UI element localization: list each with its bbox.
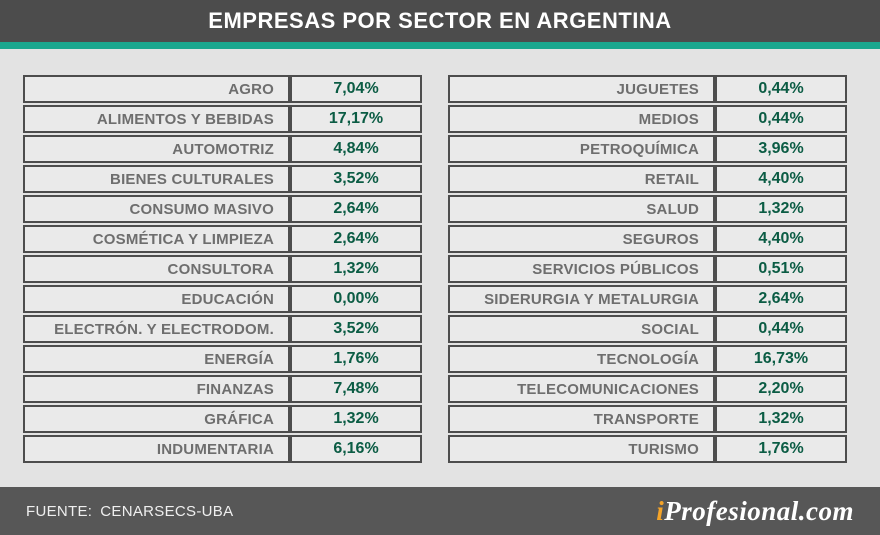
sector-value-cell: 0,44% — [715, 105, 847, 133]
sector-label-cell: GRÁFICA — [23, 405, 290, 433]
table-row: TECNOLOGÍA 16,73% — [448, 345, 847, 373]
sector-label-cell: ALIMENTOS Y BEBIDAS — [23, 105, 290, 133]
sector-value-cell: 4,84% — [290, 135, 422, 163]
source-label: FUENTE: — [26, 502, 93, 520]
sector-label-cell: TRANSPORTE — [448, 405, 715, 433]
sector-value-cell: 0,44% — [715, 315, 847, 343]
sector-label-cell: BIENES CULTURALES — [23, 165, 290, 193]
sector-table-right: JUGUETES 0,44% MEDIOS 0,44% PETROQUÍMICA 3,96… — [448, 75, 847, 465]
table-row: ELECTRÓN. Y ELECTRODOM. 3,52% — [23, 315, 422, 343]
table-row: INDUMENTARIA 6,16% — [23, 435, 422, 463]
sector-label-cell: CONSUMO MASIVO — [23, 195, 290, 223]
table-row: SOCIAL 0,44% — [448, 315, 847, 343]
sector-value-cell: 2,20% — [715, 375, 847, 403]
sector-label-cell: COSMÉTICA Y LIMPIEZA — [23, 225, 290, 253]
sector-value-cell: 0,51% — [715, 255, 847, 283]
sector-label-cell: MEDIOS — [448, 105, 715, 133]
sector-value-cell: 3,96% — [715, 135, 847, 163]
table-row: SERVICIOS PÚBLICOS 0,51% — [448, 255, 847, 283]
table-row: ENERGÍA 1,76% — [23, 345, 422, 373]
sector-label-cell: AGRO — [23, 75, 290, 103]
brand-logo-rest: Profesional.com — [664, 495, 854, 526]
table-row: TURISMO 1,76% — [448, 435, 847, 463]
sector-label-cell: SOCIAL — [448, 315, 715, 343]
source-credit: FUENTE: CENARSECS-UBA — [26, 503, 233, 520]
sector-label-cell: PETROQUÍMICA — [448, 135, 715, 163]
sector-label-cell: CONSULTORA — [23, 255, 290, 283]
header-bar: EMPRESAS POR SECTOR EN ARGENTINA — [0, 0, 880, 42]
table-row: FINANZAS 7,48% — [23, 375, 422, 403]
sector-label-cell: RETAIL — [448, 165, 715, 193]
sector-label-cell: ELECTRÓN. Y ELECTRODOM. — [23, 315, 290, 343]
sector-value-cell: 3,52% — [290, 315, 422, 343]
sector-value-cell: 1,76% — [290, 345, 422, 373]
main-area: AGRO 7,04% ALIMENTOS Y BEBIDAS 17,17% AUTOMO… — [0, 49, 880, 487]
table-row: SALUD 1,32% — [448, 195, 847, 223]
sector-value-cell: 2,64% — [715, 285, 847, 313]
sector-label-cell: SALUD — [448, 195, 715, 223]
sector-label-cell: ENERGÍA — [23, 345, 290, 373]
sector-label-cell: INDUMENTARIA — [23, 435, 290, 463]
sector-value-cell: 2,64% — [290, 195, 422, 223]
sector-value-cell: 16,73% — [715, 345, 847, 373]
table-row: SEGUROS 4,40% — [448, 225, 847, 253]
sector-label-cell: TELECOMUNICACIONES — [448, 375, 715, 403]
table-row: CONSUMO MASIVO 2,64% — [23, 195, 422, 223]
sector-label-cell: TECNOLOGÍA — [448, 345, 715, 373]
brand-logo: iProfesional.com — [656, 496, 854, 527]
sector-value-cell: 1,32% — [290, 255, 422, 283]
sector-label-cell: FINANZAS — [23, 375, 290, 403]
table-row: SIDERURGIA Y METALURGIA 2,64% — [448, 285, 847, 313]
table-row: GRÁFICA 1,32% — [23, 405, 422, 433]
sector-label-cell: AUTOMOTRIZ — [23, 135, 290, 163]
sector-value-cell: 17,17% — [290, 105, 422, 133]
accent-stripe — [0, 42, 880, 49]
sector-label-cell: SERVICIOS PÚBLICOS — [448, 255, 715, 283]
sector-value-cell: 7,04% — [290, 75, 422, 103]
table-row: EDUCACIÓN 0,00% — [23, 285, 422, 313]
table-row: JUGUETES 0,44% — [448, 75, 847, 103]
sector-label-cell: SEGUROS — [448, 225, 715, 253]
brand-logo-i: i — [656, 495, 665, 526]
sector-value-cell: 3,52% — [290, 165, 422, 193]
sector-label-cell: JUGUETES — [448, 75, 715, 103]
table-row: TELECOMUNICACIONES 2,20% — [448, 375, 847, 403]
tables-wrapper: AGRO 7,04% ALIMENTOS Y BEBIDAS 17,17% AUTOMO… — [0, 49, 880, 465]
table-row: COSMÉTICA Y LIMPIEZA 2,64% — [23, 225, 422, 253]
table-row: BIENES CULTURALES 3,52% — [23, 165, 422, 193]
table-row: TRANSPORTE 1,32% — [448, 405, 847, 433]
sector-label-cell: TURISMO — [448, 435, 715, 463]
sector-value-cell: 2,64% — [290, 225, 422, 253]
table-row: AUTOMOTRIZ 4,84% — [23, 135, 422, 163]
sector-value-cell: 1,76% — [715, 435, 847, 463]
sector-value-cell: 4,40% — [715, 225, 847, 253]
sector-value-cell: 7,48% — [290, 375, 422, 403]
sector-value-cell: 1,32% — [290, 405, 422, 433]
sector-value-cell: 0,00% — [290, 285, 422, 313]
table-row: ALIMENTOS Y BEBIDAS 17,17% — [23, 105, 422, 133]
table-row: AGRO 7,04% — [23, 75, 422, 103]
sector-value-cell: 4,40% — [715, 165, 847, 193]
sector-value-cell: 1,32% — [715, 195, 847, 223]
sector-value-cell: 0,44% — [715, 75, 847, 103]
sector-value-cell: 1,32% — [715, 405, 847, 433]
sector-table-left: AGRO 7,04% ALIMENTOS Y BEBIDAS 17,17% AUTOMO… — [23, 75, 422, 465]
table-row: CONSULTORA 1,32% — [23, 255, 422, 283]
table-row: RETAIL 4,40% — [448, 165, 847, 193]
sector-label-cell: EDUCACIÓN — [23, 285, 290, 313]
page-title: EMPRESAS POR SECTOR EN ARGENTINA — [208, 8, 672, 33]
footer-bar: FUENTE: CENARSECS-UBA iProfesional.com — [0, 487, 880, 535]
sector-value-cell: 6,16% — [290, 435, 422, 463]
table-row: PETROQUÍMICA 3,96% — [448, 135, 847, 163]
table-row: MEDIOS 0,44% — [448, 105, 847, 133]
sector-label-cell: SIDERURGIA Y METALURGIA — [448, 285, 715, 313]
source-value: CENARSECS-UBA — [100, 502, 234, 520]
